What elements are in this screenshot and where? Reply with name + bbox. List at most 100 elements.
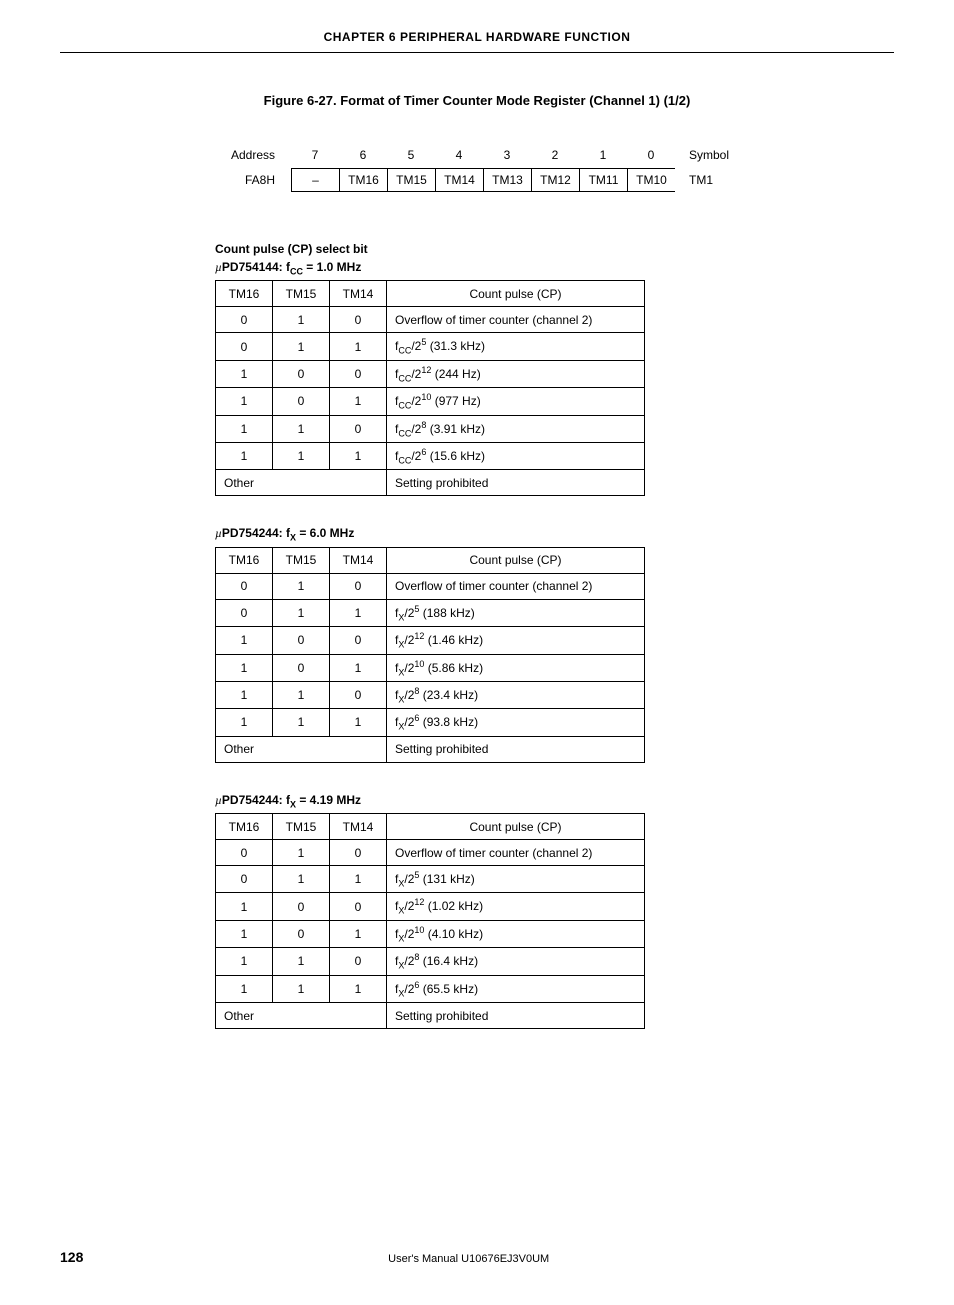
cp-value: fX/25 (188 kHz) <box>387 599 645 626</box>
bit-value: 1 <box>216 415 273 442</box>
table-row: 100fX/212 (1.46 kHz) <box>216 627 645 654</box>
cp-value: fX/210 (5.86 kHz) <box>387 654 645 681</box>
cp-value: fX/212 (1.02 kHz) <box>387 893 645 920</box>
cp-value: fX/28 (16.4 kHz) <box>387 948 645 975</box>
bit-value: 0 <box>216 866 273 893</box>
table-caption: µPD754244: fX = 4.19 MHz <box>215 793 894 809</box>
cp-value: fX/28 (23.4 kHz) <box>387 681 645 708</box>
bit-value: 1 <box>273 599 330 626</box>
bit-value: 0 <box>216 840 273 866</box>
table-row-other: OtherSetting prohibited <box>216 736 645 762</box>
bit-number: 0 <box>627 148 675 162</box>
table-row: 110fX/28 (23.4 kHz) <box>216 681 645 708</box>
table-row: 011fX/25 (131 kHz) <box>216 866 645 893</box>
bit-value: 1 <box>216 360 273 387</box>
bit-value: 1 <box>330 709 387 736</box>
bit-value: 1 <box>273 840 330 866</box>
table-caption: µPD754244: fX = 6.0 MHz <box>215 526 894 542</box>
bit-value: 0 <box>273 388 330 415</box>
table-caption: µPD754144: fCC = 1.0 MHz <box>215 260 894 276</box>
bit-value: 0 <box>273 893 330 920</box>
address-label: Address <box>205 148 291 162</box>
bit-value: 1 <box>273 975 330 1002</box>
bit-value: 1 <box>273 948 330 975</box>
chapter-header: CHAPTER 6 PERIPHERAL HARDWARE FUNCTION <box>60 30 894 53</box>
table-header: TM15 <box>273 814 330 840</box>
bit-value: 0 <box>330 681 387 708</box>
bit-value: 0 <box>330 360 387 387</box>
bit-value: 1 <box>273 442 330 469</box>
bit-number: 3 <box>483 148 531 162</box>
cp-value: Overflow of timer counter (channel 2) <box>387 840 645 866</box>
table-row: 101fX/210 (5.86 kHz) <box>216 654 645 681</box>
table-header: TM16 <box>216 281 273 307</box>
table-header: Count pulse (CP) <box>387 547 645 573</box>
table-header: Count pulse (CP) <box>387 814 645 840</box>
cp-value: Overflow of timer counter (channel 2) <box>387 307 645 333</box>
table-header: Count pulse (CP) <box>387 281 645 307</box>
bit-value: 0 <box>330 415 387 442</box>
table-header: TM16 <box>216 814 273 840</box>
bit-value: 1 <box>216 681 273 708</box>
symbol-label: Symbol <box>675 148 749 162</box>
other-label: Other <box>216 470 387 496</box>
table-header: TM16 <box>216 547 273 573</box>
bit-value: 0 <box>330 840 387 866</box>
bit-value: 1 <box>216 975 273 1002</box>
manual-id: User's Manual U10676EJ3V0UM <box>83 1253 854 1265</box>
bit-cell: TM12 <box>531 168 579 192</box>
bit-value: 1 <box>330 654 387 681</box>
cp-value: fX/212 (1.46 kHz) <box>387 627 645 654</box>
bit-number: 6 <box>339 148 387 162</box>
bit-value: 0 <box>273 920 330 947</box>
bit-value: 0 <box>216 307 273 333</box>
table-row: 100fX/212 (1.02 kHz) <box>216 893 645 920</box>
bit-value: 1 <box>216 388 273 415</box>
table-header: TM14 <box>330 281 387 307</box>
bit-cell: TM11 <box>579 168 627 192</box>
other-label: Other <box>216 736 387 762</box>
table-row: 110fCC/28 (3.91 kHz) <box>216 415 645 442</box>
bit-value: 1 <box>216 709 273 736</box>
table-row: 111fCC/26 (15.6 kHz) <box>216 442 645 469</box>
bit-cell: TM15 <box>387 168 435 192</box>
other-label: Other <box>216 1003 387 1029</box>
cp-table: TM16TM15TM14Count pulse (CP)010Overflow … <box>215 813 645 1029</box>
address-value: FA8H <box>205 173 291 187</box>
table-header: TM15 <box>273 281 330 307</box>
bit-value: 1 <box>273 866 330 893</box>
bit-value: 0 <box>273 654 330 681</box>
cp-value: fX/210 (4.10 kHz) <box>387 920 645 947</box>
cp-value: fX/26 (93.8 kHz) <box>387 709 645 736</box>
register-bit-row: FA8H – TM16 TM15 TM14 TM13 TM12 TM11 TM1… <box>60 168 894 192</box>
cp-value: fCC/28 (3.91 kHz) <box>387 415 645 442</box>
bit-value: 1 <box>330 442 387 469</box>
bit-value: 1 <box>273 307 330 333</box>
cp-table: TM16TM15TM14Count pulse (CP)010Overflow … <box>215 280 645 496</box>
table-row-other: OtherSetting prohibited <box>216 470 645 496</box>
bit-cell: TM13 <box>483 168 531 192</box>
bit-value: 0 <box>330 307 387 333</box>
cp-value: fX/26 (65.5 kHz) <box>387 975 645 1002</box>
table-header: TM14 <box>330 547 387 573</box>
table-row: 101fX/210 (4.10 kHz) <box>216 920 645 947</box>
other-cp: Setting prohibited <box>387 470 645 496</box>
bit-number: 7 <box>291 148 339 162</box>
bit-number: 5 <box>387 148 435 162</box>
register-bit-header: Address 7 6 5 4 3 2 1 0 Symbol <box>60 148 894 162</box>
bit-cell: TM14 <box>435 168 483 192</box>
bit-value: 1 <box>330 333 387 360</box>
table-row: 010Overflow of timer counter (channel 2) <box>216 307 645 333</box>
page-number: 128 <box>60 1249 83 1265</box>
table-header: TM14 <box>330 814 387 840</box>
bit-cell: TM10 <box>627 168 675 192</box>
symbol-value: TM1 <box>675 173 749 187</box>
bit-value: 0 <box>216 573 273 599</box>
table-row: 010Overflow of timer counter (channel 2) <box>216 573 645 599</box>
bit-value: 1 <box>273 415 330 442</box>
bit-value: 0 <box>216 333 273 360</box>
bit-value: 1 <box>273 333 330 360</box>
table-row: 011fX/25 (188 kHz) <box>216 599 645 626</box>
bit-value: 1 <box>330 920 387 947</box>
bit-number: 2 <box>531 148 579 162</box>
